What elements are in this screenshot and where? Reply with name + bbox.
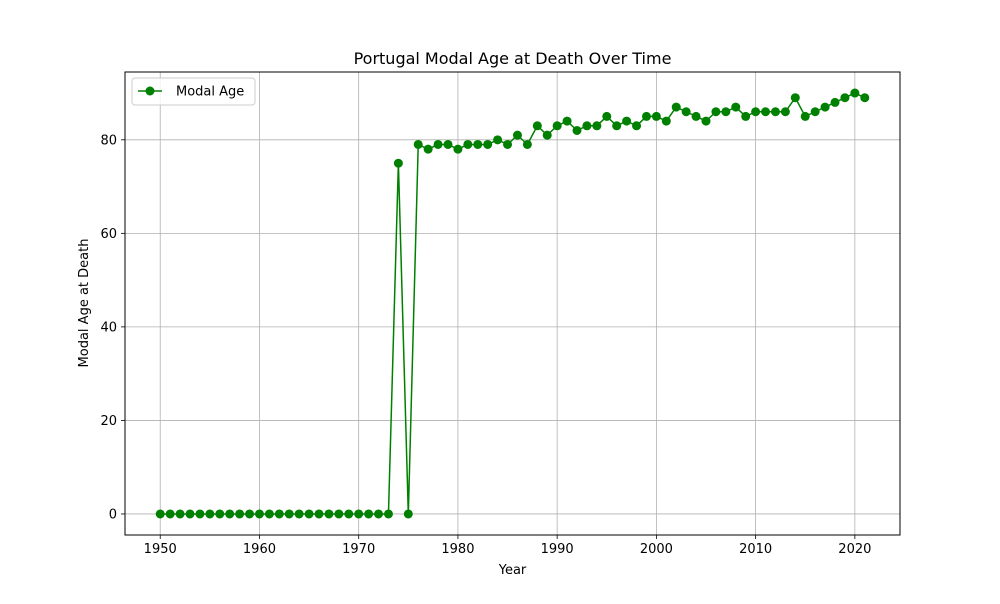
data-point bbox=[304, 509, 314, 519]
data-point bbox=[175, 509, 185, 519]
data-point bbox=[701, 116, 711, 126]
chart-title: Portugal Modal Age at Death Over Time bbox=[354, 49, 672, 68]
data-point bbox=[721, 107, 731, 117]
y-tick-label: 80 bbox=[100, 133, 117, 148]
data-point bbox=[612, 121, 622, 131]
x-axis-label: Year bbox=[498, 563, 527, 578]
plot-area-frame bbox=[124, 71, 901, 536]
data-point bbox=[572, 125, 582, 135]
data-point bbox=[354, 509, 364, 519]
x-tick-label: 1980 bbox=[441, 542, 474, 557]
data-point bbox=[592, 121, 602, 131]
data-point bbox=[622, 116, 632, 126]
data-point bbox=[165, 509, 175, 519]
data-point bbox=[691, 111, 701, 121]
data-point bbox=[364, 509, 374, 519]
data-point bbox=[245, 509, 255, 519]
data-point bbox=[225, 509, 235, 519]
data-point bbox=[810, 107, 820, 117]
data-point bbox=[443, 139, 453, 149]
data-point bbox=[820, 102, 830, 112]
data-point bbox=[463, 139, 473, 149]
data-point bbox=[393, 158, 403, 168]
data-point bbox=[800, 111, 810, 121]
data-point bbox=[314, 509, 324, 519]
data-point bbox=[512, 130, 522, 140]
data-point bbox=[711, 107, 721, 117]
data-point bbox=[274, 509, 284, 519]
data-point bbox=[374, 509, 384, 519]
data-point bbox=[850, 88, 860, 98]
data-point bbox=[254, 509, 264, 519]
data-point bbox=[542, 130, 552, 140]
data-point bbox=[344, 509, 354, 519]
x-tick-label: 1970 bbox=[342, 542, 375, 557]
data-point bbox=[761, 107, 771, 117]
data-point bbox=[780, 107, 790, 117]
data-point bbox=[483, 139, 493, 149]
data-point bbox=[185, 509, 195, 519]
data-point bbox=[582, 121, 592, 131]
data-point bbox=[522, 139, 532, 149]
data-point bbox=[473, 139, 483, 149]
data-point bbox=[294, 509, 304, 519]
y-tick-label: 40 bbox=[100, 320, 117, 335]
data-point bbox=[264, 509, 274, 519]
data-point bbox=[770, 107, 780, 117]
data-point bbox=[195, 509, 205, 519]
y-tick-label: 0 bbox=[109, 507, 117, 522]
data-point bbox=[562, 116, 572, 126]
data-point bbox=[671, 102, 681, 112]
x-tick-label: 2000 bbox=[640, 542, 673, 557]
data-point bbox=[383, 509, 393, 519]
grid-lines bbox=[125, 72, 900, 535]
data-point bbox=[661, 116, 671, 126]
x-tick-label: 1990 bbox=[541, 542, 574, 557]
legend-box bbox=[131, 77, 256, 106]
data-point bbox=[324, 509, 334, 519]
data-point bbox=[641, 111, 651, 121]
data-point bbox=[205, 509, 215, 519]
data-point bbox=[731, 102, 741, 112]
axis-ticks: 1950 1960 1970 1980 1990 2000 2010 2020 0 20 40 60 8… bbox=[100, 133, 871, 557]
data-point bbox=[830, 97, 840, 107]
data-point bbox=[751, 107, 761, 117]
series-layer bbox=[155, 88, 870, 519]
data-point bbox=[235, 509, 245, 519]
data-point bbox=[602, 111, 612, 121]
data-point bbox=[860, 93, 870, 103]
data-point bbox=[681, 107, 691, 117]
data-point bbox=[413, 139, 423, 149]
data-point bbox=[215, 509, 225, 519]
x-tick-label: 1960 bbox=[243, 542, 276, 557]
y-tick-label: 20 bbox=[100, 414, 117, 429]
data-point bbox=[284, 509, 294, 519]
y-axis-label: Modal Age at Death bbox=[77, 239, 92, 368]
data-point bbox=[532, 121, 542, 131]
legend: Modal Age bbox=[131, 77, 256, 106]
data-point bbox=[632, 121, 642, 131]
data-point bbox=[433, 139, 443, 149]
x-tick-label: 2020 bbox=[838, 542, 871, 557]
data-point bbox=[503, 139, 513, 149]
y-tick-label: 60 bbox=[100, 227, 117, 242]
data-point bbox=[334, 509, 344, 519]
data-point bbox=[493, 135, 503, 145]
x-tick-label: 2010 bbox=[739, 542, 772, 557]
data-point bbox=[651, 111, 661, 121]
legend-marker-sample bbox=[145, 86, 155, 96]
data-point bbox=[790, 93, 800, 103]
data-point bbox=[552, 121, 562, 131]
x-tick-label: 1950 bbox=[144, 542, 177, 557]
data-point bbox=[155, 509, 165, 519]
data-point bbox=[423, 144, 433, 154]
data-point bbox=[403, 509, 413, 519]
data-point bbox=[741, 111, 751, 121]
data-point bbox=[840, 93, 850, 103]
legend-label: Modal Age bbox=[176, 85, 244, 100]
data-point bbox=[453, 144, 463, 154]
series-line bbox=[160, 92, 866, 515]
